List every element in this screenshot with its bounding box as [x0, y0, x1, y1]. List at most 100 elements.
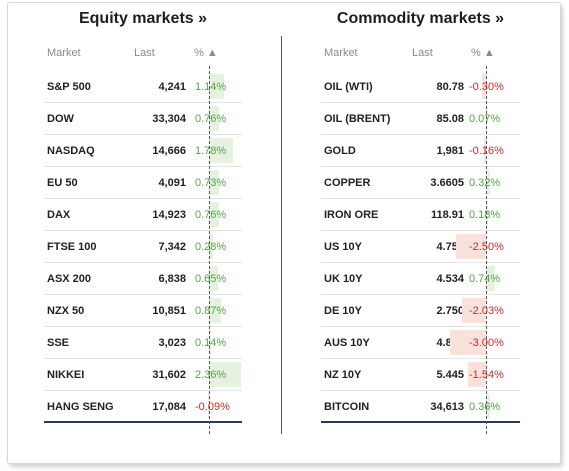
market-name: HANG SENG — [47, 401, 114, 413]
percent-change: 0.74% — [469, 273, 501, 285]
positive-change-bar — [209, 106, 220, 131]
table-row[interactable]: EU 50 4,091 0.73% — [44, 167, 242, 199]
last-price: 10,851 — [152, 305, 186, 317]
positive-change-bar — [209, 202, 220, 227]
equity-markets-link[interactable]: Equity markets » — [78, 10, 208, 27]
market-name: FTSE 100 — [47, 241, 97, 253]
equity-zero-axis — [209, 66, 210, 434]
header-last: Last — [134, 47, 155, 59]
market-name: DE 10Y — [324, 305, 362, 317]
header-last: Last — [412, 47, 433, 59]
table-row[interactable]: COPPER 3.6605 0.32% — [321, 167, 520, 199]
header-market: Market — [47, 47, 81, 59]
last-price: 14,666 — [152, 145, 186, 157]
market-name: NIKKEI — [47, 369, 85, 381]
last-price: 6,838 — [158, 273, 186, 285]
last-price: 3.6605 — [430, 177, 464, 189]
panel-divider — [281, 36, 282, 434]
positive-change-bar — [209, 74, 225, 99]
table-row[interactable]: ASX 200 6,838 0.65% — [44, 263, 242, 295]
table-row[interactable]: SSE 3,023 0.14% — [44, 327, 242, 359]
positive-change-bar — [209, 170, 219, 195]
negative-change-bar — [456, 234, 486, 259]
negative-change-bar — [482, 74, 486, 99]
negative-change-bar — [450, 330, 486, 355]
positive-change-bar — [486, 266, 495, 291]
market-name: AUS 10Y — [324, 337, 370, 349]
table-row[interactable]: FTSE 100 7,342 0.28% — [44, 231, 242, 263]
market-name: OIL (BRENT) — [324, 113, 391, 125]
positive-change-bar — [209, 298, 221, 323]
table-row[interactable]: US 10Y 4.755 -2.50% — [321, 231, 520, 263]
last-price: 85.08 — [436, 113, 464, 125]
positive-change-bar — [209, 362, 241, 387]
table-row[interactable]: NASDAQ 14,666 1.78% — [44, 135, 242, 167]
last-price: 118.91 — [430, 209, 464, 221]
negative-change-bar — [461, 298, 486, 323]
last-price: 1,981 — [436, 145, 464, 157]
last-price: 34,613 — [430, 401, 464, 413]
market-name: UK 10Y — [324, 273, 363, 285]
market-name: COPPER — [324, 177, 371, 189]
table-row[interactable]: NZX 50 10,851 0.87% — [44, 295, 242, 327]
equity-table-body: S&P 500 4,241 1.14% DOW 33,304 0.76% NASDAQ 14,… — [44, 71, 242, 423]
header-pct-sort[interactable]: % ▲ — [194, 47, 218, 59]
table-row[interactable]: DOW 33,304 0.76% — [44, 103, 242, 135]
commodity-markets-link[interactable]: Commodity markets » — [336, 10, 505, 27]
percent-change: 0.07% — [469, 113, 501, 125]
percent-change: 1.78% — [195, 145, 227, 157]
market-name: OIL (WTI) — [324, 81, 373, 93]
market-name: BITCOIN — [324, 401, 370, 413]
last-price: 31,602 — [152, 369, 186, 381]
table-row[interactable]: BITCOIN 34,613 0.36% — [321, 391, 520, 423]
market-name: SSE — [47, 337, 70, 349]
markets-widget — [7, 2, 561, 464]
table-row[interactable]: DE 10Y 2.750 -2.03% — [321, 295, 520, 327]
market-name: GOLD — [324, 145, 356, 157]
negative-change-bar — [484, 138, 486, 163]
header-pct-sort[interactable]: % ▲ — [471, 47, 495, 59]
positive-change-bar — [209, 266, 218, 291]
last-price: 4,241 — [158, 81, 186, 93]
market-name: S&P 500 — [47, 81, 91, 93]
commodity-table-body: OIL (WTI) 80.78 -0.30% OIL (BRENT) 85.08 0.07… — [321, 71, 520, 423]
last-price: 7,342 — [158, 241, 186, 253]
market-name: DAX — [47, 209, 71, 221]
market-name: NASDAQ — [47, 145, 95, 157]
last-price: 17,084 — [152, 401, 186, 413]
percent-change: 0.76% — [195, 113, 227, 125]
last-price: 4.534 — [436, 273, 464, 285]
last-price: 80.78 — [436, 81, 464, 93]
percent-change: 0.87% — [195, 305, 227, 317]
table-row[interactable]: OIL (BRENT) 85.08 0.07% — [321, 103, 520, 135]
percent-change: 0.14% — [195, 337, 227, 349]
percent-change: 0.76% — [195, 209, 227, 221]
table-row[interactable]: OIL (WTI) 80.78 -0.30% — [321, 71, 520, 103]
commodity-table-header: Market Last % ▲ — [321, 47, 520, 65]
negative-change-bar — [467, 362, 486, 387]
table-row[interactable]: IRON ORE 118.91 0.18% — [321, 199, 520, 231]
market-name: DOW — [47, 113, 74, 125]
percent-change: 0.36% — [469, 401, 501, 413]
last-price: 2.750 — [436, 305, 464, 317]
last-price: 5.445 — [436, 369, 464, 381]
table-row[interactable]: NIKKEI 31,602 2.36% — [44, 359, 242, 391]
percent-change: -0.09% — [195, 401, 230, 413]
positive-change-bar — [486, 202, 489, 227]
market-name: NZX 50 — [47, 305, 85, 317]
last-price: 3,023 — [158, 337, 186, 349]
percent-change: 2.36% — [195, 369, 227, 381]
percent-change: 0.73% — [195, 177, 227, 189]
table-row[interactable]: UK 10Y 4.534 0.74% — [321, 263, 520, 295]
table-row[interactable]: S&P 500 4,241 1.14% — [44, 71, 242, 103]
table-row[interactable]: HANG SENG 17,084 -0.09% — [44, 391, 242, 423]
market-name: IRON ORE — [324, 209, 379, 221]
table-row[interactable]: NZ 10Y 5.445 -1.54% — [321, 359, 520, 391]
table-row[interactable]: DAX 14,923 0.76% — [44, 199, 242, 231]
equity-table-header: Market Last % ▲ — [44, 47, 242, 65]
table-row[interactable]: GOLD 1,981 -0.16% — [321, 135, 520, 167]
market-name: US 10Y — [324, 241, 362, 253]
last-price: 14,923 — [152, 209, 186, 221]
positive-change-bar — [209, 138, 234, 163]
